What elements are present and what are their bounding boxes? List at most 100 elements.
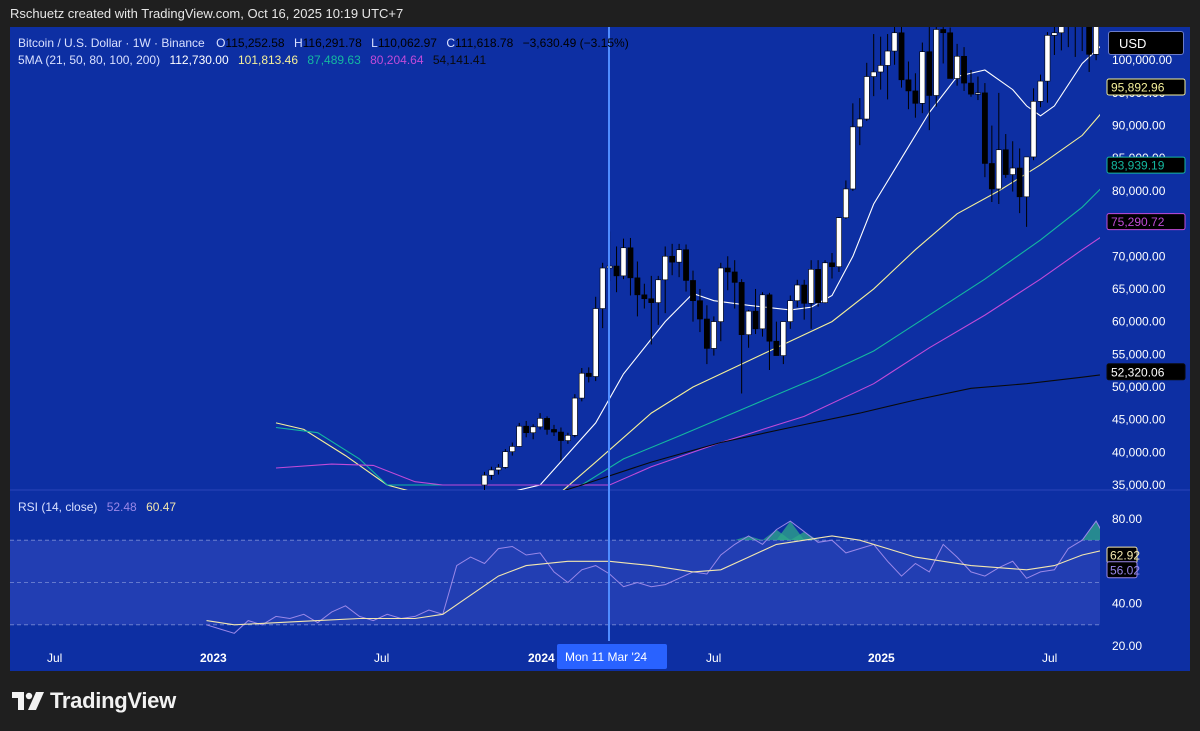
- attribution-bar: Rschuetz created with TradingView.com, O…: [0, 0, 1200, 27]
- footer: TradingView: [0, 671, 1200, 731]
- candle-body: [731, 271, 738, 283]
- price-axis-label: 50,000.00: [1112, 380, 1166, 394]
- candle: [815, 260, 821, 307]
- rsi-line: [206, 520, 1100, 634]
- candle-body: [940, 29, 947, 34]
- candle: [1058, 27, 1065, 51]
- ma21-value: 112,730.00: [169, 53, 229, 67]
- candle: [634, 261, 641, 317]
- price-badge-label: 75,290.72: [1111, 215, 1165, 229]
- candle: [648, 275, 655, 345]
- candle: [752, 288, 759, 335]
- price-axis-label: 35,000.00: [1112, 478, 1166, 492]
- candle: [766, 292, 773, 370]
- candle-body: [537, 418, 543, 428]
- candle: [1037, 74, 1044, 108]
- candle: [592, 296, 599, 382]
- candle-body: [703, 318, 710, 349]
- rsi-overbought-fill: [790, 531, 819, 541]
- time-axis-label: 2023: [200, 651, 227, 665]
- candle-body: [724, 267, 731, 273]
- candle: [585, 367, 592, 383]
- crosshair-date-label: Mon 11 Mar '24: [565, 650, 647, 664]
- candle: [759, 292, 766, 337]
- rsi-axis-label: 80.00: [1112, 512, 1142, 526]
- candle: [947, 27, 954, 79]
- candle: [870, 34, 877, 97]
- price-badge-label: 52,320.06: [1111, 365, 1165, 379]
- candle: [523, 420, 530, 438]
- candle-body: [564, 435, 571, 441]
- candle-body: [690, 280, 696, 302]
- candle-body: [1044, 35, 1051, 82]
- candle: [1074, 27, 1076, 57]
- rsi-badge-label: 56.02: [1110, 563, 1140, 577]
- candle-body: [558, 431, 564, 441]
- candle-body: [634, 277, 641, 296]
- candle: [801, 279, 808, 320]
- candle: [564, 432, 571, 444]
- ma80-value: 87,489.63: [307, 53, 361, 67]
- candle-body: [884, 50, 891, 66]
- candle-body: [662, 255, 669, 281]
- candle-body: [648, 298, 655, 303]
- candle: [516, 422, 523, 448]
- candle: [488, 466, 495, 480]
- candle-body: [669, 255, 676, 263]
- candle-body: [585, 372, 592, 377]
- candle: [599, 262, 606, 329]
- candle-body: [599, 267, 606, 309]
- candle-body: [766, 294, 773, 342]
- candle-body: [676, 249, 682, 263]
- rsi-title: RSI (14, close): [18, 500, 98, 514]
- candle: [571, 394, 578, 438]
- candle-body: [801, 284, 808, 304]
- currency-button[interactable]: USD: [1108, 31, 1184, 55]
- candle: [717, 262, 724, 342]
- candle: [856, 98, 863, 146]
- candle: [787, 295, 794, 329]
- candle: [1081, 27, 1083, 52]
- candle-body: [752, 310, 759, 330]
- price-badge-box: [1106, 78, 1186, 96]
- candle: [509, 442, 516, 456]
- candle-body: [571, 397, 578, 436]
- candle-body: [759, 294, 766, 330]
- candle: [537, 413, 543, 430]
- candle: [530, 424, 537, 440]
- candle: [975, 76, 981, 101]
- rsi-axis-label: 20.00: [1112, 639, 1142, 653]
- candle-body: [551, 429, 557, 433]
- candle: [1023, 156, 1030, 227]
- ma200-line: [564, 374, 1100, 490]
- candle-body: [926, 51, 933, 96]
- chart-canvas[interactable]: Jul 2023 Jul 2024 Jul 2025 Jul Mon 11 Mar '24 10…: [10, 27, 1190, 671]
- chart-area[interactable]: Jul 2023 Jul 2024 Jul 2025 Jul Mon 11 Mar '24 10…: [10, 27, 1190, 671]
- ma50-value: 101,813.46: [237, 53, 299, 67]
- candle: [724, 256, 731, 291]
- candle-body: [898, 32, 905, 81]
- high-value: 116,291.78: [302, 36, 362, 50]
- tradingview-logo[interactable]: TradingView: [12, 687, 176, 715]
- candle-body: [961, 55, 967, 84]
- ma200-value: 54,141.41: [432, 53, 487, 67]
- candle: [495, 464, 502, 475]
- candle-body: [683, 249, 689, 281]
- candle-body: [877, 65, 884, 73]
- time-axis-label: Jul: [706, 651, 721, 665]
- candle: [683, 244, 689, 292]
- candle-body: [488, 469, 495, 476]
- price-badge-label: 83,939.19: [1111, 159, 1165, 173]
- candle: [780, 321, 787, 365]
- ma100-value: 80,204.64: [370, 53, 424, 67]
- candle: [884, 34, 891, 100]
- candle-body: [1058, 27, 1065, 34]
- symbol-title: Bitcoin / U.S. Dollar · 1W · Binance: [18, 36, 205, 50]
- candle-body: [620, 247, 627, 277]
- candle: [1030, 88, 1037, 161]
- rsi-ma-value: 60.47: [146, 500, 177, 514]
- price-axis-label: 60,000.00: [1112, 315, 1166, 329]
- candle: [669, 243, 676, 276]
- candle: [620, 238, 627, 280]
- candle-body: [1016, 167, 1023, 198]
